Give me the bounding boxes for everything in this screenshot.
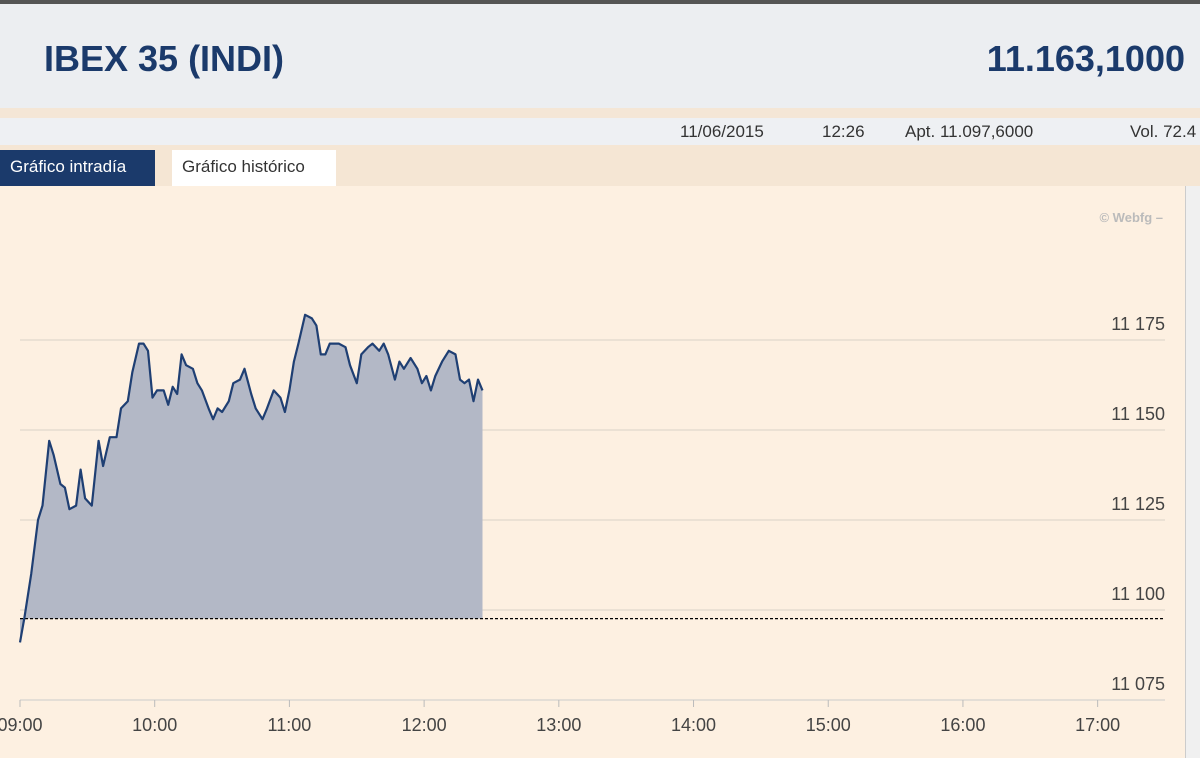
x-tick-label: 11:00 (268, 715, 312, 735)
x-tick-label: 10:00 (132, 715, 177, 735)
info-row: 11/06/2015 12:26 Apt. 11.097,6000 Vol. 7… (0, 118, 1200, 145)
top-bar (0, 0, 1200, 4)
divider (0, 108, 1200, 118)
index-value: 11.163,1000 (986, 38, 1185, 79)
header: IBEX 35 (INDI) 11.163,1000 (0, 4, 1200, 108)
y-tick-label: 11 150 (1111, 404, 1165, 424)
time: 12:26 (822, 122, 865, 141)
y-tick-label: 11 075 (1111, 674, 1165, 694)
area (20, 314, 483, 643)
y-tick-label: 11 125 (1111, 494, 1165, 514)
volume: Vol. 72.4 (1130, 122, 1197, 141)
date: 11/06/2015 (680, 122, 764, 141)
y-tick-label: 11 175 (1111, 314, 1165, 334)
tab-historic[interactable]: Gráfico histórico (172, 150, 336, 186)
index-title: IBEX 35 (INDI) (44, 38, 285, 79)
tab-intraday[interactable]: Gráfico intradía (0, 150, 155, 186)
y-tick-label: 11 100 (1111, 584, 1165, 604)
x-tick-label: 09:00 (0, 715, 43, 735)
scrollbar (1185, 186, 1200, 758)
watermark: © Webfg – (1099, 210, 1163, 225)
x-tick-label: 16:00 (940, 715, 985, 735)
x-tick-label: 12:00 (402, 715, 447, 735)
x-tick-label: 14:00 (671, 715, 716, 735)
price-line (18, 313, 484, 643)
tab-bar: Gráfico intradía Gráfico histórico (0, 145, 1200, 186)
x-tick-label: 15:00 (806, 715, 851, 735)
x-tick-label: 13:00 (536, 715, 581, 735)
x-tick-label: 17:00 (1075, 715, 1120, 735)
opening: Apt. 11.097,6000 (905, 122, 1034, 141)
